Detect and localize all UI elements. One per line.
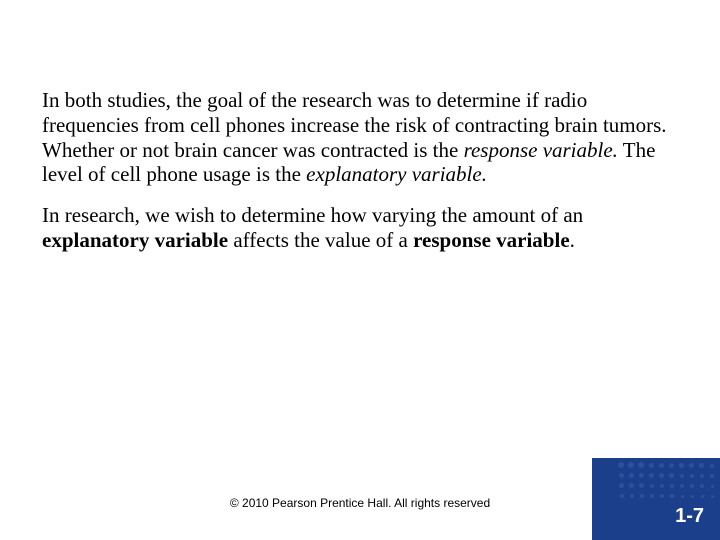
page-number: 1-7 (675, 505, 704, 528)
term-explanatory-variable: explanatory variable. (306, 162, 487, 186)
dot-icon (659, 463, 664, 468)
dot-icon (689, 463, 694, 468)
dot-icon (690, 474, 694, 478)
bold-response-variable: response variable (413, 228, 570, 252)
dot-icon (681, 495, 685, 499)
dot-icon (659, 473, 664, 478)
dot-icon (619, 473, 625, 479)
dot-icon (711, 485, 715, 489)
dot-icon (640, 494, 644, 498)
dot-icon (690, 484, 694, 488)
dot-icon (691, 495, 694, 498)
corner-decoration: 1-7 (592, 458, 720, 540)
corner-dots (614, 460, 714, 498)
dot-icon (680, 484, 684, 488)
dot-icon (650, 494, 654, 498)
slide-body: In both studies, the goal of the researc… (42, 88, 678, 253)
p2-run2: affects the value of a (228, 228, 413, 252)
dot-icon (700, 484, 704, 488)
dot-icon (629, 483, 634, 488)
dot-icon (699, 463, 704, 468)
bold-explanatory-variable: explanatory variable (42, 228, 228, 252)
dot-icon (650, 484, 655, 489)
dot-icon (679, 463, 684, 468)
term-response-variable: response variable. (464, 138, 618, 162)
dot-icon (649, 463, 655, 469)
dot-icon (701, 495, 704, 498)
dot-icon (639, 473, 644, 478)
dot-icon (649, 473, 654, 478)
dot-icon (710, 474, 714, 478)
dot-icon (618, 462, 624, 468)
dot-icon (680, 474, 685, 479)
dot-icon (639, 483, 644, 488)
dot-icon (660, 484, 664, 488)
dot-icon (669, 473, 674, 478)
dot-icon (670, 484, 674, 488)
dot-icon (619, 483, 624, 488)
dot-icon (660, 494, 664, 498)
dot-icon (669, 463, 674, 468)
paragraph-2: In research, we wish to determine how va… (42, 203, 678, 253)
dot-icon (711, 495, 714, 498)
dot-icon (628, 462, 634, 468)
paragraph-1: In both studies, the goal of the researc… (42, 88, 678, 187)
dot-icon (638, 462, 644, 468)
dot-icon (710, 464, 715, 469)
dot-icon (700, 474, 704, 478)
p2-run1: In research, we wish to determine how va… (42, 203, 583, 227)
p2-run3: . (570, 228, 575, 252)
dot-icon (630, 494, 634, 498)
dot-icon (670, 494, 674, 498)
dot-icon (620, 494, 625, 499)
dot-icon (629, 473, 634, 478)
